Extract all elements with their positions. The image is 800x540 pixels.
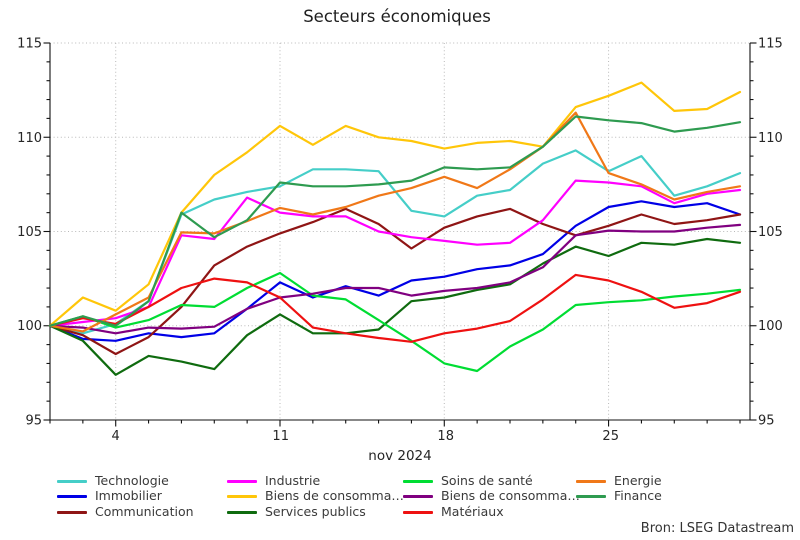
legend-line-swatch (576, 495, 606, 499)
source-attribution: Bron: LSEG Datastream (640, 521, 794, 536)
y-tick-left-115: 115 (17, 37, 42, 52)
x-tick-11: 11 (272, 429, 289, 444)
x-tick-18: 18 (437, 429, 454, 444)
y-tick-left-100: 100 (17, 319, 42, 334)
legend-label: Immobilier (95, 488, 162, 504)
series-line-technologie (48, 149, 742, 335)
x-axis-month-label: nov 2024 (368, 448, 431, 464)
y-tick-right-95: 95 (758, 414, 775, 429)
series-line-industrie (48, 179, 742, 327)
legend-line-swatch (227, 510, 257, 514)
x-tick-25: 25 (602, 429, 619, 444)
legend-line-swatch (403, 510, 433, 514)
legend-label: Soins de santé (441, 472, 533, 488)
legend-label: Biens de consomma… (265, 488, 404, 504)
x-tick-4: 4 (112, 429, 120, 444)
legend-label: Matériaux (441, 503, 504, 519)
y-tick-right-105: 105 (758, 225, 783, 240)
series-line-soins-de-sant- (48, 271, 742, 373)
legend-line-swatch (57, 510, 87, 514)
series-line-mat-riaux (48, 273, 742, 343)
chart-title: Secteurs économiques (303, 7, 491, 26)
legend-line-swatch (576, 479, 606, 483)
y-tick-right-100: 100 (758, 319, 783, 334)
series-line-energie (48, 111, 742, 333)
series-line-services-publics (48, 237, 742, 376)
y-tick-right-110: 110 (758, 131, 783, 146)
legend-label: Industrie (265, 472, 321, 488)
legend-line-swatch (227, 495, 257, 499)
legend-label: Energie (614, 472, 662, 488)
y-tick-right-115: 115 (758, 37, 783, 52)
y-tick-left-110: 110 (17, 131, 42, 146)
series-line-biens-de-consomma- (48, 81, 742, 327)
series-line-finance (48, 115, 742, 327)
series-line-immobilier (48, 200, 742, 342)
legend-label: Finance (614, 488, 662, 504)
legend-label: Technologie (95, 472, 169, 488)
legend-label: Biens de consomma… (441, 488, 580, 504)
y-tick-left-95: 95 (25, 414, 42, 429)
series-line-biens-de-consomma- (48, 223, 742, 335)
legend-label: Services publics (265, 503, 366, 519)
legend-line-swatch (57, 479, 87, 483)
series-line-communication (48, 207, 742, 356)
legend-line-swatch (403, 479, 433, 483)
legend-line-swatch (57, 495, 87, 499)
y-tick-left-105: 105 (17, 225, 42, 240)
legend-line-swatch (403, 495, 433, 499)
legend-label: Communication (95, 503, 194, 519)
legend-line-swatch (227, 479, 257, 483)
